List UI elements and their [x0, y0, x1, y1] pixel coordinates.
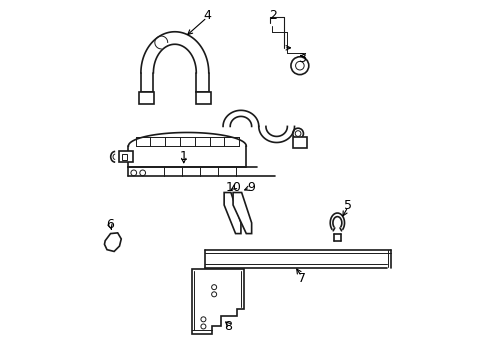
Polygon shape: [233, 193, 251, 234]
Bar: [139, 93, 154, 104]
Bar: [122, 154, 127, 160]
Circle shape: [201, 317, 205, 322]
Polygon shape: [224, 193, 241, 234]
Text: 9: 9: [246, 181, 254, 194]
Text: 1: 1: [180, 150, 187, 163]
Bar: [196, 93, 211, 104]
Bar: [292, 137, 306, 148]
Text: 3: 3: [297, 52, 305, 65]
Bar: [119, 152, 133, 162]
Text: 5: 5: [344, 198, 351, 212]
Circle shape: [211, 292, 216, 297]
Text: 2: 2: [268, 9, 276, 22]
Polygon shape: [104, 233, 121, 251]
Polygon shape: [191, 269, 244, 334]
Text: 6: 6: [106, 218, 114, 231]
Text: 10: 10: [225, 181, 241, 194]
Text: 8: 8: [224, 320, 232, 333]
Text: 4: 4: [203, 9, 210, 22]
Circle shape: [211, 285, 216, 290]
Text: 7: 7: [297, 272, 305, 285]
Circle shape: [201, 324, 205, 329]
